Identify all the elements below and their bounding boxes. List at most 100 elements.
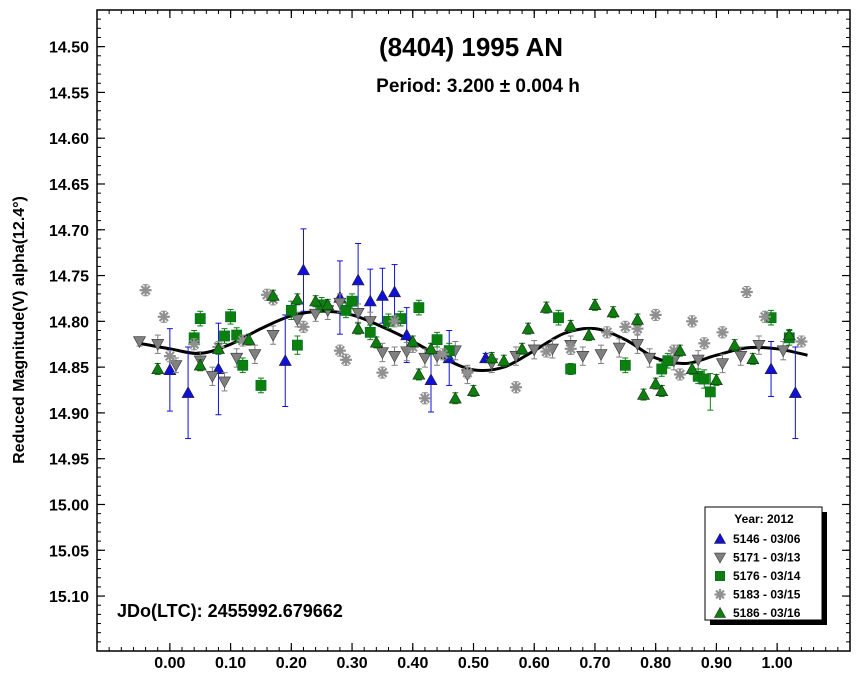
marker-shape: [565, 363, 577, 375]
data-point: [594, 349, 608, 361]
marker-shape: [205, 371, 219, 383]
data-point: [285, 304, 297, 316]
data-point: [734, 351, 748, 363]
x-tick-label: 0.40: [397, 655, 428, 672]
data-point: [637, 387, 651, 400]
data-point: [431, 334, 443, 346]
x-tick-label: 1.00: [762, 655, 793, 672]
marker-shape: [594, 349, 608, 361]
marker-shape: [255, 380, 267, 391]
data-point: [351, 273, 365, 286]
data-point: [388, 315, 401, 328]
data-point: [266, 329, 280, 342]
marker-shape: [351, 273, 365, 286]
marker-shape: [424, 342, 438, 354]
marker-stroke: [164, 351, 175, 362]
data-point: [606, 305, 620, 318]
marker-shape: [290, 314, 304, 327]
marker-shape: [346, 295, 358, 307]
data-point: [619, 320, 632, 333]
data-point: [649, 308, 662, 321]
marker-shape: [406, 334, 420, 347]
data-point: [795, 335, 808, 348]
marker-stroke: [298, 321, 309, 332]
x-tick-label: 0.50: [458, 655, 489, 672]
data-point: [418, 392, 431, 405]
marker-shape: [225, 311, 236, 323]
data-point: [437, 348, 450, 361]
marker-shape: [369, 335, 383, 348]
marker-shape: [728, 338, 742, 351]
marker-shape: [662, 355, 674, 367]
data-point: [424, 373, 438, 386]
marker-shape: [643, 352, 657, 365]
data-point: [601, 326, 614, 339]
x-tick-label: 0.20: [276, 655, 307, 672]
data-point: [497, 354, 511, 366]
marker-shape: [746, 352, 760, 364]
marker-shape: [582, 328, 596, 341]
marker-stroke: [699, 338, 710, 349]
data-point: [582, 328, 596, 341]
legend-label: 5176 - 03/14: [733, 569, 801, 583]
data-point: [728, 338, 742, 351]
legend-title: Year: 2012: [734, 512, 794, 526]
data-point: [188, 338, 201, 351]
data-point: [564, 319, 578, 332]
marker-shape: [431, 334, 443, 346]
marker-stroke: [687, 316, 698, 327]
marker-stroke: [674, 369, 685, 380]
marker-shape: [266, 329, 280, 342]
marker-shape: [351, 308, 365, 320]
data-point: [576, 351, 590, 363]
marker-shape: [497, 354, 511, 366]
marker-stroke: [438, 349, 449, 360]
marker-stroke: [565, 343, 576, 354]
marker-shape: [278, 354, 292, 366]
marker-shape: [412, 367, 426, 380]
data-point: [151, 339, 165, 351]
data-point: [218, 376, 232, 389]
marker-shape: [619, 359, 631, 371]
data-point: [225, 311, 236, 323]
data-point: [752, 340, 766, 352]
data-point: [333, 344, 346, 357]
legend-marker: [713, 532, 727, 544]
legend-marker: [713, 552, 727, 564]
marker-shape: [163, 363, 177, 375]
data-point: [163, 350, 176, 363]
data-point: [157, 310, 170, 323]
data-point: [278, 354, 292, 366]
data-point: [296, 263, 310, 276]
data-point: [643, 352, 657, 365]
y-tick-label: 14.70: [49, 223, 89, 240]
marker-stroke: [158, 311, 169, 322]
chart-subtitle: Period: 3.200 ± 0.004 h: [376, 76, 580, 97]
marker-shape: [713, 552, 727, 564]
marker-shape: [363, 294, 377, 307]
marker-shape: [782, 328, 796, 341]
data-point: [662, 355, 674, 367]
marker-stroke: [340, 354, 351, 365]
legend-label: 5183 - 03/15: [733, 588, 801, 602]
data-point: [266, 289, 280, 301]
data-point: [351, 308, 365, 320]
data-point: [351, 322, 365, 334]
data-point: [388, 285, 402, 298]
data-point: [509, 351, 523, 363]
y-tick-label: 15.05: [49, 543, 89, 560]
marker-shape: [285, 304, 297, 316]
marker-shape: [776, 345, 790, 358]
marker-shape: [612, 342, 626, 355]
legend-items: 5146 - 03/06 5171 - 03/13 5176 - 03/14 5183…: [713, 532, 801, 620]
marker-shape: [132, 336, 147, 349]
legend-label: 5146 - 03/06: [733, 532, 801, 546]
marker-shape: [448, 391, 462, 404]
marker-stroke: [334, 345, 345, 356]
legend-label: 5186 - 03/16: [733, 606, 801, 620]
marker-stroke: [668, 345, 679, 356]
legend-marker: [715, 571, 725, 581]
data-point: [181, 386, 195, 398]
marker-shape: [266, 289, 280, 301]
